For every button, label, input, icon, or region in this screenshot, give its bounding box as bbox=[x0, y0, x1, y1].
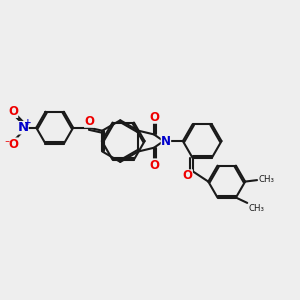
Text: N: N bbox=[17, 121, 28, 134]
Text: O: O bbox=[8, 138, 18, 151]
Text: O: O bbox=[183, 169, 193, 182]
Text: ⁻: ⁻ bbox=[4, 139, 9, 149]
Text: O: O bbox=[149, 158, 159, 172]
Text: O: O bbox=[8, 105, 18, 118]
Text: +: + bbox=[24, 118, 32, 127]
Text: O: O bbox=[149, 111, 159, 124]
Text: CH₃: CH₃ bbox=[248, 204, 264, 213]
Text: O: O bbox=[84, 115, 94, 128]
Text: N: N bbox=[161, 135, 171, 148]
Text: CH₃: CH₃ bbox=[258, 175, 274, 184]
